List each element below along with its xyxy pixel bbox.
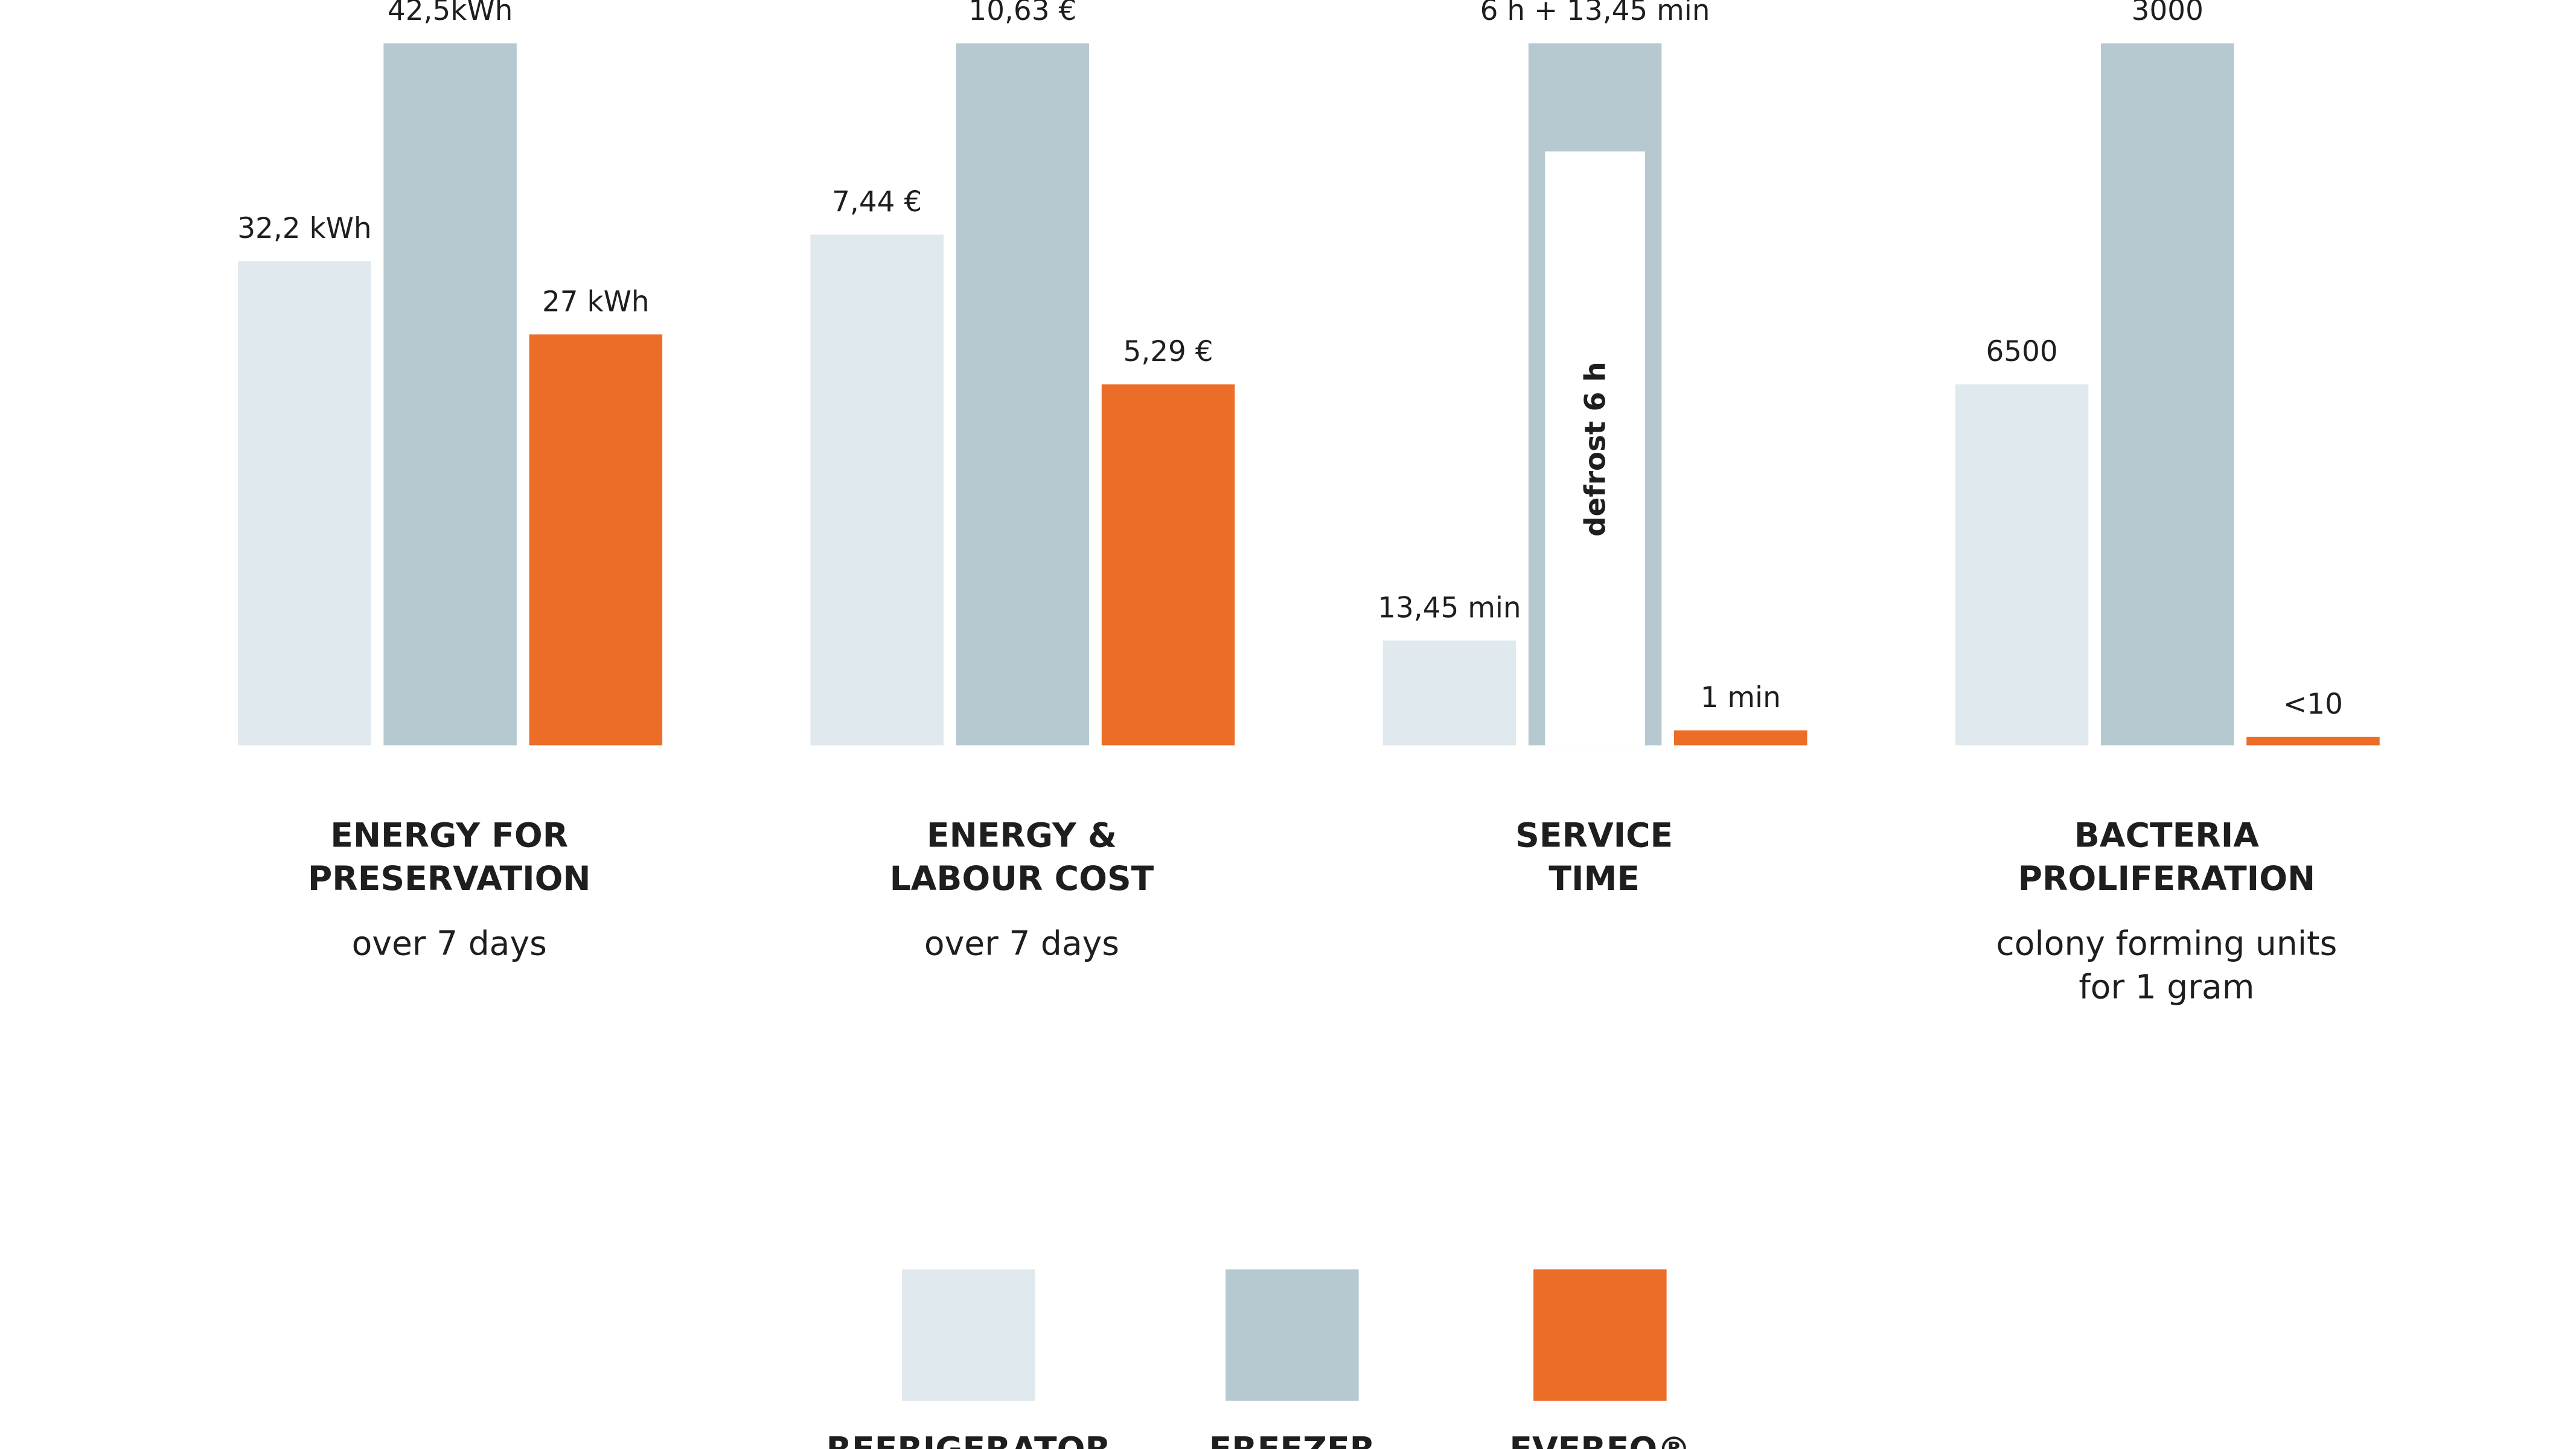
bar-label: 1 min [1701, 682, 1781, 714]
bar-label: 6500 [1986, 336, 2057, 368]
bar [2101, 43, 2234, 746]
panel-title: PRESERVATION [308, 859, 591, 898]
panel-subtitle: over 7 days [352, 924, 547, 963]
bar [383, 43, 517, 746]
bar-label: 42,5kWh [388, 0, 513, 27]
legend-swatch [902, 1269, 1035, 1401]
legend-swatch [1226, 1269, 1359, 1401]
bar [956, 43, 1090, 746]
bar-label: 10,63 € [968, 0, 1076, 27]
panel-title: ENERGY & [927, 816, 1117, 855]
bar-label: 7,44 € [832, 186, 922, 219]
panel-title: PROLIFERATION [2018, 859, 2316, 898]
panel-title: LABOUR COST [890, 859, 1154, 898]
bar [1101, 384, 1235, 746]
bar-label: 13,45 min [1378, 592, 1521, 624]
panel-title: BACTERIA [2074, 816, 2259, 855]
bar-label: 5,29 € [1123, 336, 1213, 368]
panel-title: ENERGY FOR [330, 816, 568, 855]
bar [1955, 384, 2089, 746]
panel-subtitle: for 1 gram [2079, 967, 2254, 1006]
legend-label: FREEZER [1209, 1430, 1375, 1449]
panel-title: SERVICE [1515, 816, 1673, 855]
bar-label: 3000 [2132, 0, 2204, 27]
bar-label: 27 kWh [542, 286, 650, 318]
bar-label: 6 h + 13,45 min [1480, 0, 1710, 27]
panel-title: TIME [1548, 859, 1640, 898]
legend-label: EVEREO® [1509, 1430, 1690, 1449]
bar [238, 261, 371, 746]
legend-swatch [1533, 1269, 1667, 1401]
bar-label: <10 [2283, 688, 2343, 721]
legend-label: REFRIGERATOR [826, 1430, 1111, 1449]
bar-label: 32,2 kWh [237, 213, 371, 245]
bar [2246, 737, 2380, 746]
inner-label: defrost 6 h [1580, 362, 1612, 537]
panel-subtitle: colony forming units [1996, 924, 2337, 963]
bar [1673, 730, 1807, 746]
bar [1382, 640, 1517, 746]
bar [529, 334, 663, 746]
bar [810, 234, 944, 746]
panel-subtitle: over 7 days [924, 924, 1119, 963]
bar-inner [1545, 151, 1645, 746]
